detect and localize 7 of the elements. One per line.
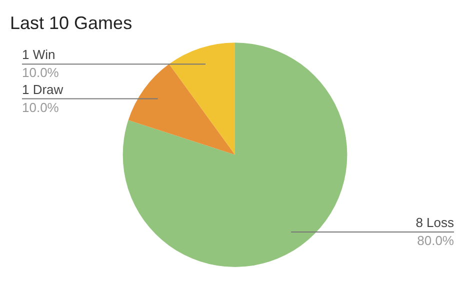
slice-label: 1 Draw	[22, 82, 64, 97]
slice-label: 1 Win	[22, 47, 56, 62]
chart-title: Last 10 Games	[10, 12, 132, 33]
data-label: 10.0%	[22, 65, 60, 80]
slice-label: 8 Loss	[416, 215, 454, 230]
data-label: 80.0%	[417, 233, 454, 248]
data-label: 10.0%	[22, 100, 60, 115]
